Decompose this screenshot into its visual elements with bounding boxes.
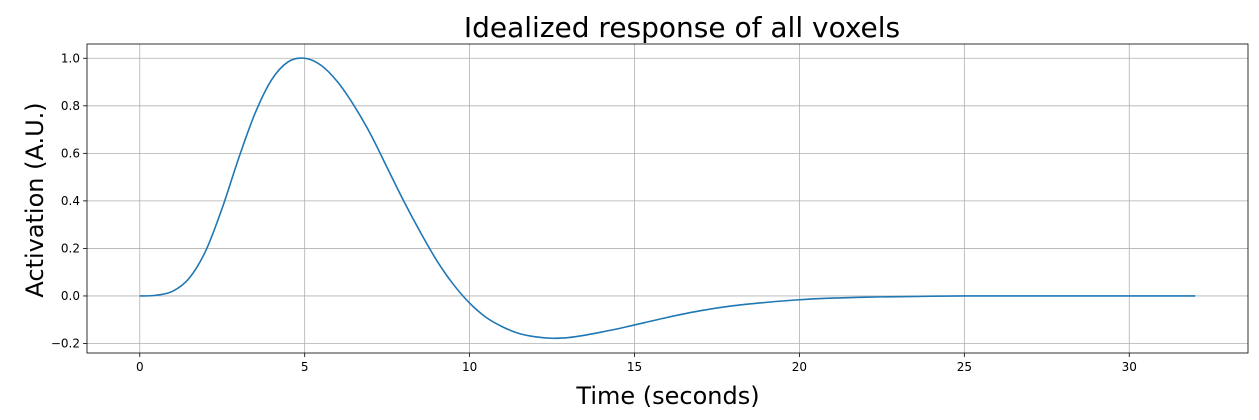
chart-title: Idealized response of all voxels bbox=[464, 11, 900, 44]
y-axis-label: Activation (A.U.) bbox=[21, 102, 49, 297]
x-axis: 0 5 10 15 20 25 30 bbox=[136, 353, 1137, 374]
x-tick-label: 20 bbox=[792, 360, 807, 374]
y-tick-label: 0.0 bbox=[61, 289, 80, 303]
y-axis: −0.2 0.0 0.2 0.4 0.6 0.8 1.0 bbox=[51, 51, 87, 350]
grid bbox=[87, 44, 1248, 353]
y-tick-label: 0.2 bbox=[61, 241, 80, 255]
y-tick-label: 1.0 bbox=[61, 51, 80, 65]
x-tick-label: 10 bbox=[462, 360, 477, 374]
x-tick-label: 30 bbox=[1122, 360, 1137, 374]
y-tick-label: −0.2 bbox=[51, 336, 80, 350]
plot-frame bbox=[86, 43, 1249, 354]
y-tick-label: 0.4 bbox=[61, 194, 80, 208]
x-tick-label: 0 bbox=[136, 360, 144, 374]
x-axis-label: Time (seconds) bbox=[575, 382, 759, 410]
x-tick-label: 15 bbox=[627, 360, 642, 374]
x-tick-label: 25 bbox=[957, 360, 972, 374]
y-tick-label: 0.8 bbox=[61, 99, 80, 113]
series-line bbox=[139, 57, 1196, 340]
y-tick-label: 0.6 bbox=[61, 146, 80, 160]
x-tick-label: 5 bbox=[301, 360, 309, 374]
